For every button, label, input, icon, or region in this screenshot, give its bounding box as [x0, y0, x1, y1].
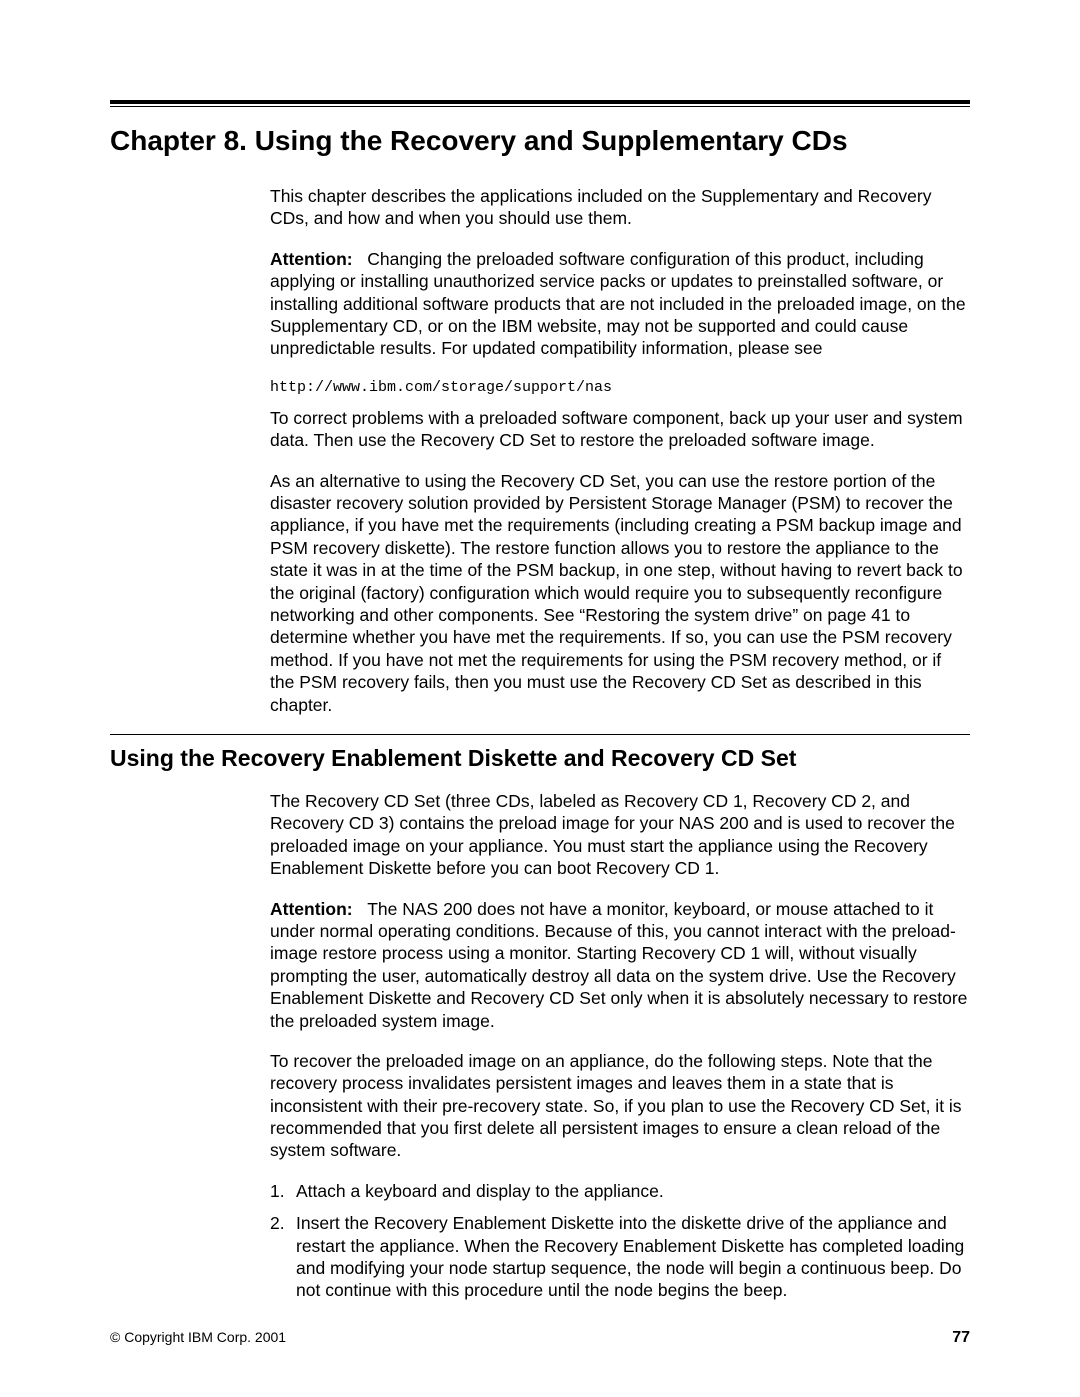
attention-label-2: Attention: — [270, 899, 353, 919]
step-text: Attach a keyboard and display to the app… — [296, 1180, 664, 1202]
attention-text-2: The NAS 200 does not have a monitor, key… — [270, 899, 967, 1031]
step-number: 2. — [270, 1212, 296, 1302]
section-rule — [110, 734, 970, 735]
page-footer: © Copyright IBM Corp. 2001 77 — [110, 1329, 970, 1347]
attention-text-1: Changing the preloaded software configur… — [270, 249, 966, 359]
step-text: Insert the Recovery Enablement Diskette … — [296, 1212, 970, 1302]
chapter-para-3: As an alternative to using the Recovery … — [270, 470, 970, 716]
chapter-rule-top — [110, 100, 970, 104]
support-url: http://www.ibm.com/storage/support/nas — [270, 378, 970, 397]
chapter-intro: This chapter describes the applications … — [270, 185, 970, 230]
steps-list: 1. Attach a keyboard and display to the … — [270, 1180, 970, 1302]
step-2: 2. Insert the Recovery Enablement Disket… — [270, 1212, 970, 1302]
page-number: 77 — [952, 1329, 970, 1347]
chapter-rule-thin — [110, 106, 970, 107]
attention-label-1: Attention: — [270, 249, 353, 269]
section-para-3: To recover the preloaded image on an app… — [270, 1050, 970, 1162]
section-para-1: The Recovery CD Set (three CDs, labeled … — [270, 790, 970, 880]
chapter-title: Chapter 8. Using the Recovery and Supple… — [110, 125, 970, 157]
attention-2: Attention: The NAS 200 does not have a m… — [270, 898, 970, 1032]
chapter-para-2: To correct problems with a preloaded sof… — [270, 407, 970, 452]
attention-1: Attention: Changing the preloaded softwa… — [270, 248, 970, 360]
step-1: 1. Attach a keyboard and display to the … — [270, 1180, 970, 1202]
step-number: 1. — [270, 1180, 296, 1202]
copyright-text: © Copyright IBM Corp. 2001 — [110, 1329, 286, 1347]
section-title: Using the Recovery Enablement Diskette a… — [110, 745, 970, 772]
